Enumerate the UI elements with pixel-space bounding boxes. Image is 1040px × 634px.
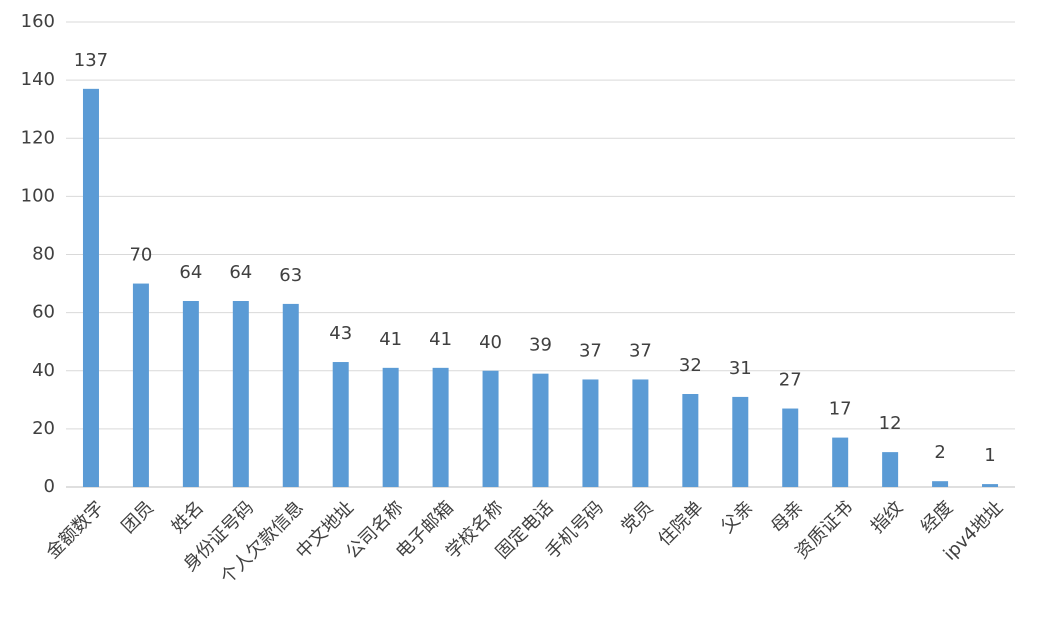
bar <box>182 301 199 487</box>
data-label: 41 <box>429 329 452 350</box>
y-tick-label: 140 <box>21 69 55 90</box>
y-tick-label: 60 <box>32 302 55 323</box>
bar <box>82 88 99 487</box>
data-label: 64 <box>229 262 252 283</box>
y-tick-label: 160 <box>21 11 55 32</box>
data-label: 12 <box>879 413 902 434</box>
y-tick-label: 20 <box>32 418 55 439</box>
y-tick-label: 40 <box>32 360 55 381</box>
bar <box>682 394 699 487</box>
data-label: 70 <box>129 245 152 266</box>
bar <box>332 362 349 487</box>
bar <box>782 408 799 487</box>
bar <box>482 370 499 487</box>
data-label: 41 <box>379 329 402 350</box>
bar <box>632 379 649 487</box>
data-label: 40 <box>479 332 502 353</box>
y-tick-label: 120 <box>21 127 55 148</box>
data-label: 43 <box>329 323 352 344</box>
bar <box>432 367 449 487</box>
data-label: 39 <box>529 335 552 356</box>
bar <box>132 283 149 487</box>
bar <box>382 367 399 487</box>
x-tick-label: 团员 <box>118 497 158 537</box>
data-label: 1 <box>984 445 995 466</box>
data-label: 37 <box>579 340 602 361</box>
bar <box>532 373 549 487</box>
bar <box>932 481 949 487</box>
bar <box>582 379 599 487</box>
data-label: 37 <box>629 340 652 361</box>
x-tick-label: 指纹 <box>867 497 907 537</box>
bar <box>982 484 999 487</box>
data-label: 64 <box>179 262 202 283</box>
x-tick-label: 父亲 <box>717 497 757 537</box>
bar <box>282 303 299 487</box>
bar <box>882 452 899 487</box>
data-label: 63 <box>279 265 302 286</box>
bar <box>232 301 249 487</box>
x-tick-label: 住院单 <box>654 497 707 550</box>
y-tick-label: 80 <box>32 244 55 265</box>
data-label: 32 <box>679 355 702 376</box>
x-tick-label: 经度 <box>917 497 957 537</box>
data-label: 137 <box>74 50 108 71</box>
data-label: 2 <box>934 442 945 463</box>
bar <box>832 437 849 487</box>
x-tick-label: 金额数字 <box>42 497 108 563</box>
y-tick-label: 100 <box>21 185 55 206</box>
y-tick-label: 0 <box>44 476 55 497</box>
x-tick-label: 党员 <box>617 497 657 537</box>
data-label: 17 <box>829 399 852 420</box>
x-tick-label: 母亲 <box>767 497 807 537</box>
bar <box>732 396 749 487</box>
data-label: 31 <box>729 358 752 379</box>
data-label: 27 <box>779 370 802 391</box>
x-tick-label: 姓名 <box>168 497 208 537</box>
